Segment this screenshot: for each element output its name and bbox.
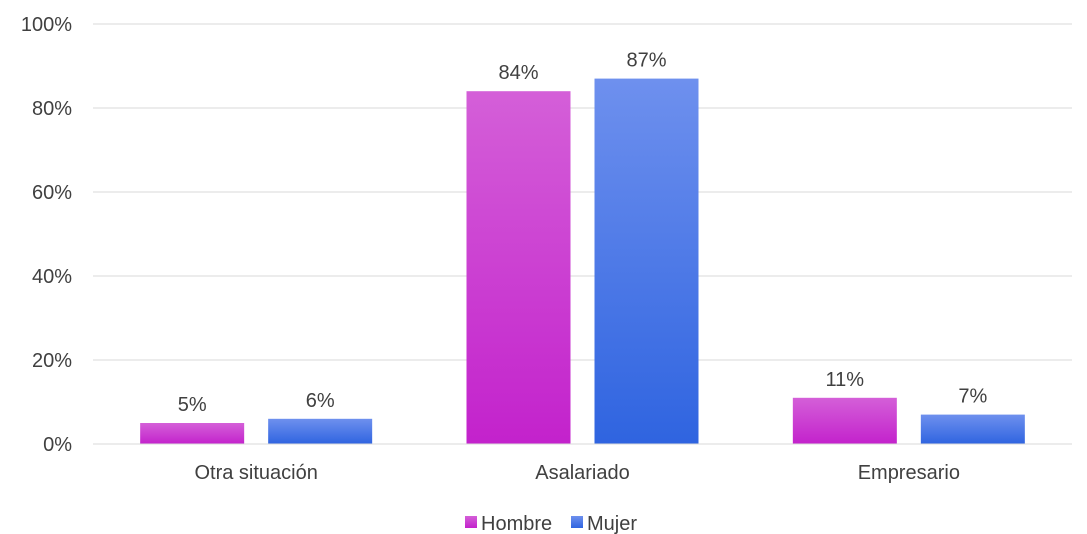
data-label-mujer-asalariado: 87% [626, 50, 666, 72]
y-tick-label: 80% [32, 98, 72, 120]
data-label-mujer-empresario: 7% [958, 386, 987, 408]
legend-label-hombre: Hombre [481, 513, 552, 534]
y-tick-label: 0% [43, 434, 72, 456]
x-tick-label-otra-situacion: Otra situación [194, 462, 317, 484]
data-label-hombre-empresario: 11% [826, 369, 865, 391]
legend: Hombre Mujer [465, 513, 637, 534]
y-axis-tick-labels: 0% 20% 40% 60% 80% 100% [21, 14, 72, 456]
bar-mujer-empresario [920, 414, 1025, 444]
bar-hombre-empresario [792, 397, 897, 444]
y-tick-label: 40% [32, 266, 72, 288]
bar-hombre-asalariado [466, 91, 571, 444]
data-label-hombre-otra-situacion: 5% [178, 394, 207, 416]
data-labels: 5% 6% 84% 87% 11% 7% [178, 50, 988, 416]
bars [140, 78, 1025, 444]
bar-mujer-otra-situacion [268, 418, 373, 444]
y-tick-label: 100% [21, 14, 72, 36]
y-tick-label: 20% [32, 350, 72, 372]
x-axis-tick-labels: Otra situación Asalariado Empresario [194, 462, 959, 484]
legend-swatch-hombre [465, 516, 477, 528]
data-label-hombre-asalariado: 84% [498, 62, 538, 84]
x-tick-label-empresario: Empresario [858, 462, 960, 484]
x-tick-label-asalariado: Asalariado [535, 462, 630, 484]
bar-hombre-otra-situacion [140, 423, 245, 444]
y-tick-label: 60% [32, 182, 72, 204]
bar-mujer-asalariado [594, 78, 699, 444]
gridlines [93, 23, 1072, 361]
legend-label-mujer: Mujer [587, 513, 637, 534]
legend-swatch-mujer [571, 516, 583, 528]
data-label-mujer-otra-situacion: 6% [306, 390, 335, 412]
